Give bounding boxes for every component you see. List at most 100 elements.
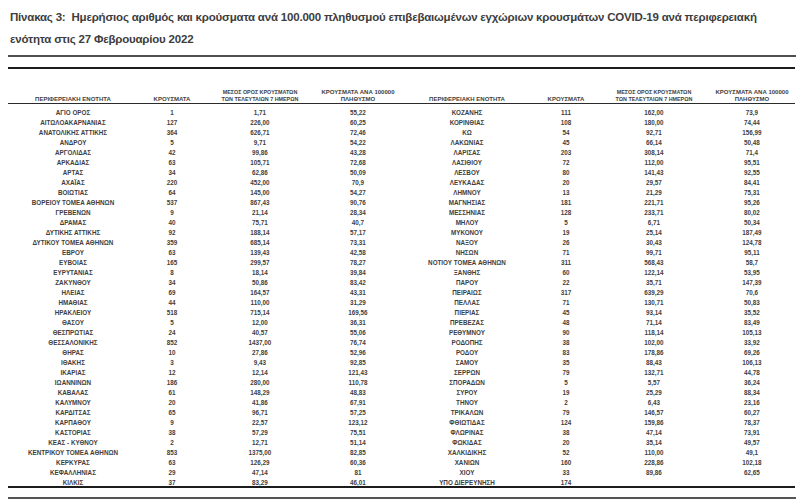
cases-cell: 52 [532, 448, 600, 458]
avg-7day-cell: 141,43 [600, 168, 708, 178]
per-100k-cell: 52,96 [314, 348, 402, 358]
table-row: ΦΛΩΡΙΝΑΣ3847,1473,91 [402, 428, 796, 438]
cases-cell: 203 [532, 148, 600, 158]
region-name-cell: ΣΕΡΡΩΝ [402, 368, 532, 378]
region-name-cell: ΠΕΙΡΑΙΩΣ [402, 288, 532, 298]
per-100k-cell: 51,14 [314, 438, 402, 448]
avg-7day-cell: 29,57 [600, 178, 708, 188]
cases-cell: 160 [532, 458, 600, 468]
table-row: ΚΕΡΚΥΡΑΣ63126,2960,36 [8, 458, 402, 468]
per-100k-cell: 57,17 [314, 228, 402, 238]
per-100k-cell: 123,12 [314, 418, 402, 428]
per-100k-cell: 73,31 [314, 238, 402, 248]
table-row: ΚΑΣΤΟΡΙΑΣ3857,2975,51 [8, 428, 402, 438]
per-100k-cell: 88,34 [708, 388, 796, 398]
cases-cell: 71 [532, 298, 600, 308]
avg-7day-cell: 25,29 [600, 388, 708, 398]
per-100k-cell: 75,51 [314, 428, 402, 438]
per-100k-cell: 39,84 [314, 268, 402, 278]
avg-7day-cell: 96,71 [206, 408, 314, 418]
table-row: ΦΘΙΩΤΙΔΑΣ124159,8678,37 [402, 418, 796, 428]
region-name-cell: ΤΗΝΟΥ [402, 398, 532, 408]
region-name-cell: ΙΚΑΡΙΑΣ [8, 368, 138, 378]
table-row: ΝΟΤΙΟΥ ΤΟΜΕΑ ΑΘΗΝΩΝ311568,4358,7 [402, 258, 796, 268]
table-row: ΑΡΤΑΣ3462,8650,09 [8, 168, 402, 178]
per-100k-cell: 48,83 [314, 388, 402, 398]
per-100k-cell: 105,13 [708, 328, 796, 338]
avg-7day-cell: 299,57 [206, 258, 314, 268]
table-row: ΒΟΡΕΙΟΥ ΤΟΜΕΑ ΑΘΗΝΩΝ537867,4390,76 [8, 198, 402, 208]
cases-cell: 44 [138, 298, 206, 308]
header-underline [8, 103, 795, 104]
cases-cell: 40 [138, 218, 206, 228]
table-bottom-border [8, 486, 795, 488]
region-name-cell: ΛΗΜΝΟΥ [402, 188, 532, 198]
avg-7day-cell: 118,14 [600, 328, 708, 338]
cases-cell: 12 [138, 368, 206, 378]
table-row: ΑΧΑΪΑΣ220452,0070,9 [8, 178, 402, 188]
per-100k-cell: 92,85 [314, 358, 402, 368]
region-name-cell: ΚΕΑΣ - ΚΥΘΝΟΥ [8, 438, 138, 448]
cases-cell: 2 [532, 398, 600, 408]
cases-cell: 83 [532, 348, 600, 358]
avg-7day-cell: 18,14 [206, 268, 314, 278]
avg-7day-cell: 21,14 [206, 208, 314, 218]
table-row: ΠΕΛΛΑΣ71130,7150,83 [402, 298, 796, 308]
per-100k-cell: 67,91 [314, 398, 402, 408]
per-100k-cell: 169,56 [314, 308, 402, 318]
per-100k-cell: 70,9 [314, 178, 402, 188]
per-100k-cell: 55,06 [314, 328, 402, 338]
avg-7day-cell: 308,14 [600, 148, 708, 158]
region-name-cell: ΓΡΕΒΕΝΩΝ [8, 208, 138, 218]
region-name-cell: ΜΥΚΟΝΟΥ [402, 228, 532, 238]
table-row: ΑΡΓΟΛΙΔΑΣ4299,8643,28 [8, 148, 402, 158]
cases-cell: 311 [532, 258, 600, 268]
region-name-cell: ΦΘΙΩΤΙΔΑΣ [402, 418, 532, 428]
region-name-cell: ΜΑΓΝΗΣΙΑΣ [402, 198, 532, 208]
region-name-cell: ΚΩ [402, 128, 532, 138]
bottom-divider [8, 497, 796, 499]
per-100k-cell: 44,78 [708, 368, 796, 378]
region-name-cell: ΒΟΙΩΤΙΑΣ [8, 188, 138, 198]
cases-cell: 34 [138, 278, 206, 288]
avg-7day-cell: 715,14 [206, 308, 314, 318]
table-row: ΚΑΡΔΙΤΣΑΣ6596,7157,25 [8, 408, 402, 418]
avg-7day-cell: 50,86 [206, 278, 314, 288]
table-left-half: ΠΕΡΙΦΕΡΕΙΑΚΗ ΕΝΟΤΗΤΑ ΚΡΟΥΣΜΑΤΑ ΜΕΣΟΣ ΟΡΟ… [8, 69, 402, 488]
avg-7day-cell: 30,43 [600, 238, 708, 248]
table-row: ΣΠΟΡΑΔΩΝ55,5736,24 [402, 378, 796, 388]
per-100k-cell: 50,09 [314, 168, 402, 178]
cases-cell: 165 [138, 258, 206, 268]
per-100k-cell: 58,7 [708, 258, 796, 268]
cases-cell: 38 [532, 338, 600, 348]
per-100k-cell: 187,49 [708, 228, 796, 238]
avg-7day-cell: 12,71 [206, 438, 314, 448]
per-100k-cell: 90,76 [314, 198, 402, 208]
avg-7day-cell: 568,43 [600, 258, 708, 268]
table-row: ΚΕΦΑΛΛΗΝΙΑΣ2947,1481 [8, 468, 402, 478]
avg-7day-cell: 159,86 [600, 418, 708, 428]
region-name-cell: ΧΙΟΥ [402, 468, 532, 478]
table-row: ΦΩΚΙΔΑΣ2035,1449,57 [402, 438, 796, 448]
cases-cell: 2 [138, 438, 206, 448]
table-row: ΑΝΔΡΟΥ59,7154,22 [8, 138, 402, 148]
avg-7day-cell: 88,43 [600, 358, 708, 368]
per-100k-cell: 43,31 [314, 288, 402, 298]
report-page: Πίνακας 3: Ημερήσιος αριθμός και κρούσμα… [0, 0, 804, 504]
region-name-cell: ΘΕΣΠΡΩΤΙΑΣ [8, 328, 138, 338]
region-name-cell: ΘΕΣΣΑΛΟΝΙΚΗΣ [8, 338, 138, 348]
region-name-cell: ΦΩΚΙΔΑΣ [402, 438, 532, 448]
cases-cell: 92 [138, 228, 206, 238]
region-name-cell: ΚΕΡΚΥΡΑΣ [8, 458, 138, 468]
table-row: ΚΕΑΣ - ΚΥΘΝΟΥ212,7151,14 [8, 438, 402, 448]
per-100k-cell: 72,68 [314, 158, 402, 168]
region-name-cell: ΣΠΟΡΑΔΩΝ [402, 378, 532, 388]
avg-7day-cell: 452,00 [206, 178, 314, 188]
avg-7day-cell: 92,71 [600, 128, 708, 138]
per-100k-cell: 60,25 [314, 118, 402, 128]
table-row: ΗΡΑΚΛΕΙΟΥ518715,14169,56 [8, 308, 402, 318]
avg-7day-cell: 145,00 [206, 188, 314, 198]
avg-7day-cell: 1437,00 [206, 338, 314, 348]
avg-7day-cell: 9,43 [206, 358, 314, 368]
per-100k-cell: 43,28 [314, 148, 402, 158]
